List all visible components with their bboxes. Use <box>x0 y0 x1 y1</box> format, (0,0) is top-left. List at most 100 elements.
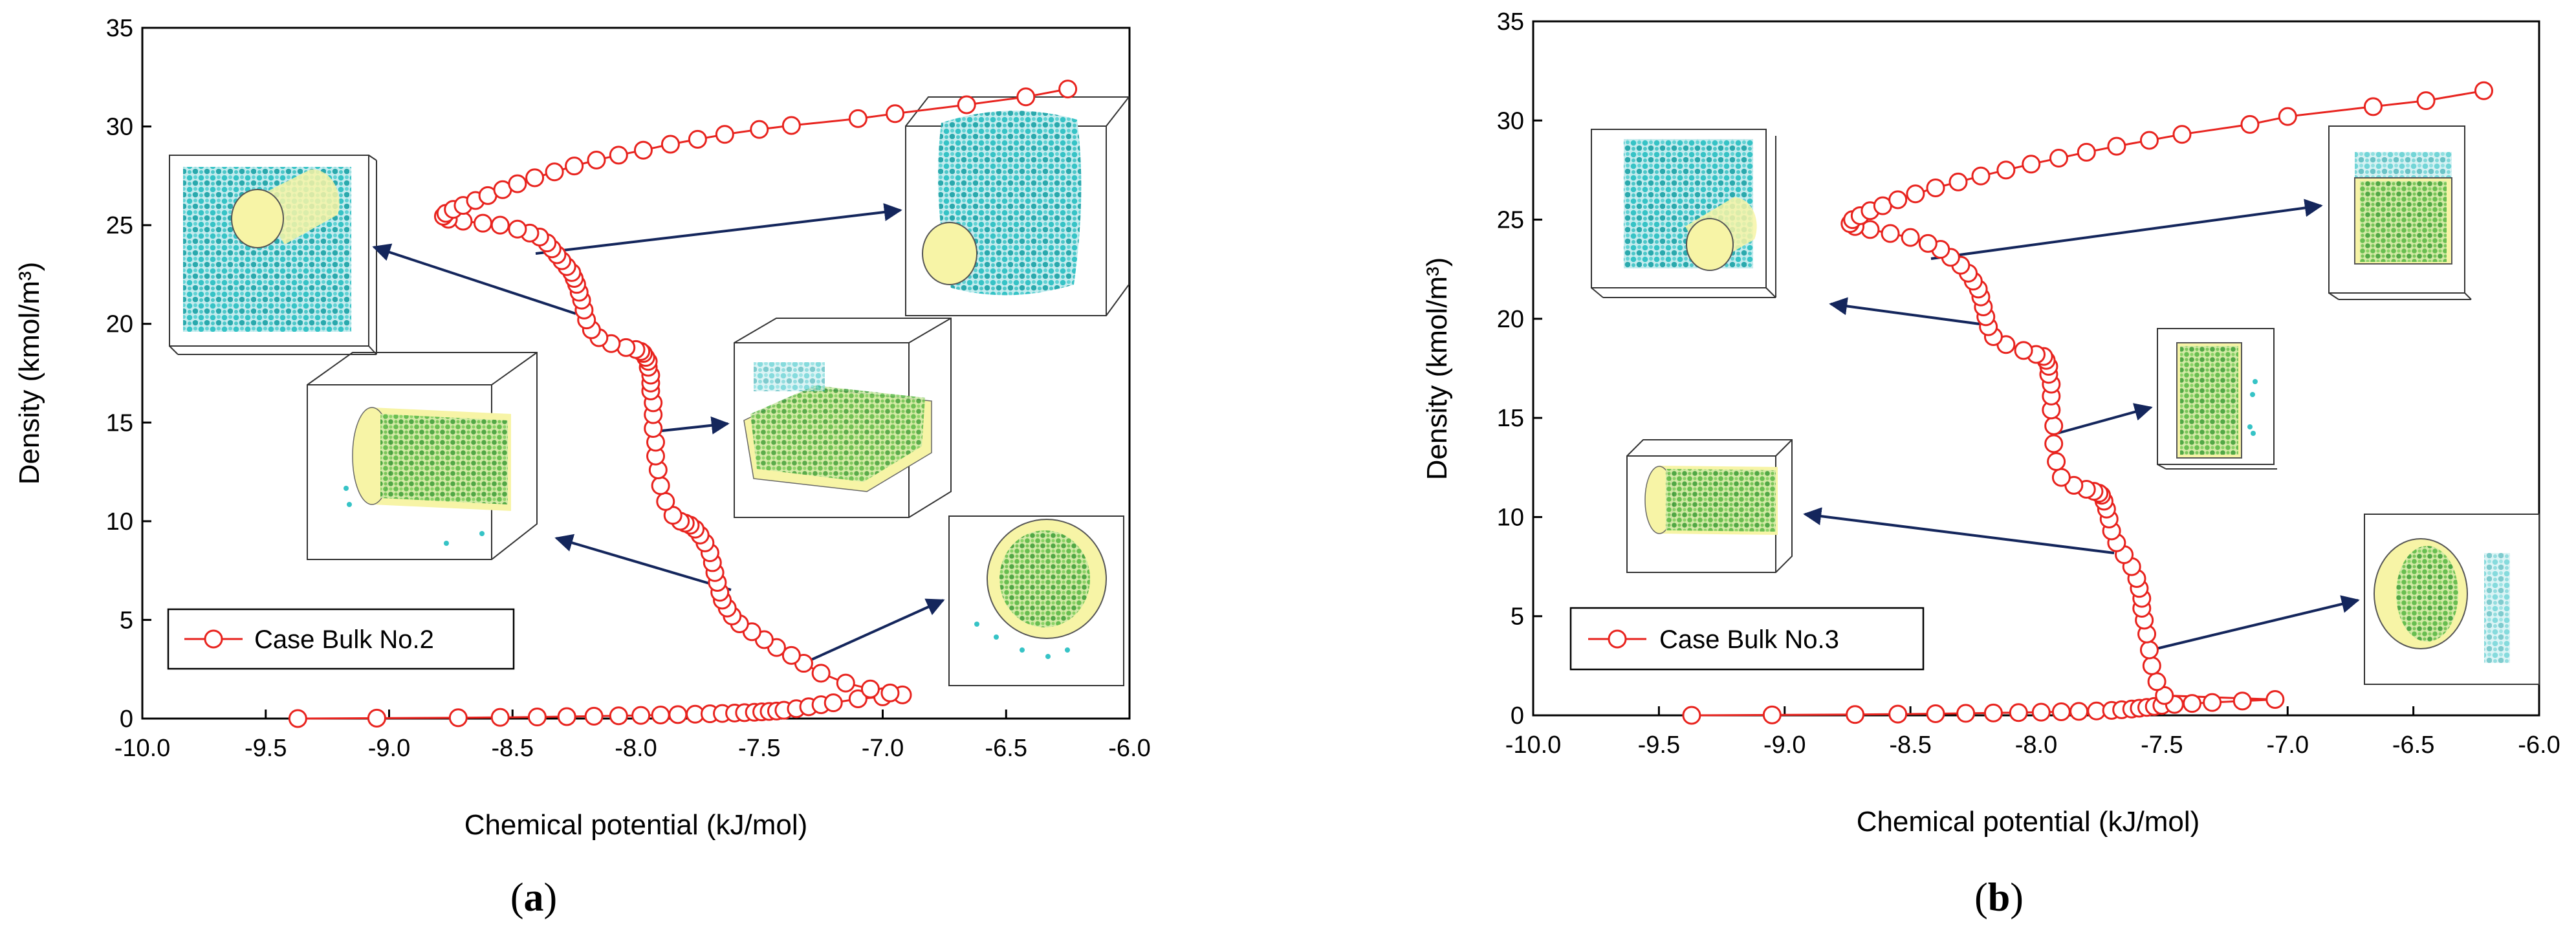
inset-cylindrical-pore-upper-right <box>905 96 1130 316</box>
data-point <box>565 157 584 176</box>
data-point <box>2009 703 2028 722</box>
y-tick-label: 35 <box>106 15 133 42</box>
data-point <box>656 492 675 511</box>
x-tick-label: -10.0 <box>115 735 171 762</box>
x-tick-label: -6.0 <box>2518 732 2560 759</box>
data-point <box>508 219 527 239</box>
data-point <box>2265 689 2285 709</box>
x-tick-label: -9.5 <box>245 735 287 762</box>
data-point <box>633 140 653 160</box>
data-point <box>508 174 527 193</box>
data-point <box>2031 702 2051 722</box>
x-tick-label: -6.5 <box>2392 732 2434 759</box>
x-tick-label: -6.5 <box>985 735 1027 762</box>
data-point <box>1983 703 2003 722</box>
y-tick-label: 15 <box>106 409 133 437</box>
data-point <box>2147 672 2167 691</box>
data-point <box>781 645 801 665</box>
data-point <box>1016 87 1036 107</box>
data-point <box>1058 80 1078 99</box>
panel-label-close: ) <box>2010 876 2024 920</box>
data-point <box>490 708 510 727</box>
data-point <box>584 706 604 726</box>
data-point <box>545 162 564 182</box>
legend: Case Bulk No.2 <box>167 608 515 670</box>
data-point <box>880 683 900 702</box>
data-point <box>2183 694 2202 713</box>
data-point <box>448 708 468 728</box>
y-tick-label: 5 <box>1511 603 1524 631</box>
data-point <box>1956 704 1976 723</box>
data-point <box>2240 114 2260 134</box>
y-tick-label: 0 <box>1511 702 1524 730</box>
data-point <box>609 706 628 726</box>
y-tick-label: 5 <box>120 607 133 634</box>
y-tick-label: 35 <box>1497 8 1524 36</box>
panel-label-letter: a <box>524 876 544 920</box>
data-point <box>2047 452 2066 471</box>
x-tick-label: -6.0 <box>1108 735 1150 762</box>
data-point <box>2232 691 2252 711</box>
data-point <box>2069 702 2089 721</box>
y-tick-label: 10 <box>106 508 133 536</box>
inset-slit-pore-upper-right <box>2328 125 2472 300</box>
data-point <box>848 689 868 708</box>
y-tick-label: 20 <box>106 311 133 338</box>
data-point <box>660 135 680 154</box>
data-point <box>609 146 628 165</box>
annotation-arrows <box>1803 199 2360 651</box>
data-point <box>1906 184 1925 204</box>
x-ticks: -10.0 -9.5 -9.0 -8.5 -8.0 -7.5 -7.0 -6.5 -6.0 <box>1505 706 2560 759</box>
panel-b: 0 5 10 15 20 25 30 35 -10.0 -9.5 -9.0 -8.5 -8.0 -7.5… <box>1421 8 2560 920</box>
data-point <box>886 104 905 124</box>
panel-a: 0 5 10 15 20 25 30 35 -10.0 -9.5 -9.0 -8.5 -8.0 -7.5… <box>14 15 1151 920</box>
legend-label: Case Bulk No.2 <box>254 625 434 654</box>
legend-marker <box>1608 629 1627 649</box>
data-point <box>631 706 651 725</box>
inset-slit-pore-middle <box>734 318 952 518</box>
legend-label: Case Bulk No.3 <box>1659 625 1839 654</box>
data-point <box>1888 190 1908 210</box>
data-point <box>1918 233 1937 253</box>
data-point <box>2022 155 2041 174</box>
data-point <box>2363 97 2383 116</box>
inset-cylindrical-pore-upper-left <box>1591 129 1776 298</box>
data-point <box>2139 640 2159 660</box>
panel-label-close: ) <box>544 876 558 920</box>
data-point <box>1948 172 1968 191</box>
data-point <box>473 213 492 233</box>
data-point <box>525 168 545 188</box>
y-tick-label: 30 <box>106 114 133 141</box>
data-point <box>527 708 547 727</box>
data-point <box>2139 131 2159 150</box>
arrow <box>796 598 945 667</box>
data-point <box>2474 81 2493 100</box>
inset-cross-section-lower-right <box>948 515 1124 686</box>
data-point <box>668 705 688 724</box>
data-point <box>1846 705 1865 724</box>
data-point <box>2049 149 2068 168</box>
data-point <box>2077 142 2096 162</box>
x-tick-label: -8.0 <box>2015 732 2057 759</box>
inset-cylindrical-pore-upper-left <box>169 155 377 355</box>
y-ticks: 0 5 10 15 20 25 30 35 <box>106 15 151 733</box>
arrow <box>2150 595 2360 651</box>
panel-label-open: ( <box>510 876 524 920</box>
x-tick-label: -7.0 <box>2267 732 2309 759</box>
x-tick-label: -7.0 <box>862 735 904 762</box>
data-point <box>2172 125 2192 144</box>
data-point <box>836 673 855 693</box>
inset-cross-section-lower-right <box>2364 514 2540 685</box>
x-tick-label: -10.0 <box>1505 732 1562 759</box>
x-tick-label: -7.5 <box>2141 732 2183 759</box>
arrow <box>372 243 576 315</box>
data-point <box>367 708 386 728</box>
data-point <box>490 215 510 235</box>
data-point <box>1971 166 1991 186</box>
x-tick-label: -9.0 <box>368 735 410 762</box>
x-tick-label: -8.5 <box>1889 732 1931 759</box>
data-point <box>824 693 843 713</box>
panel-label: (b) <box>1974 876 2024 920</box>
y-tick-label: 10 <box>1497 504 1524 531</box>
data-point <box>1881 224 1900 243</box>
